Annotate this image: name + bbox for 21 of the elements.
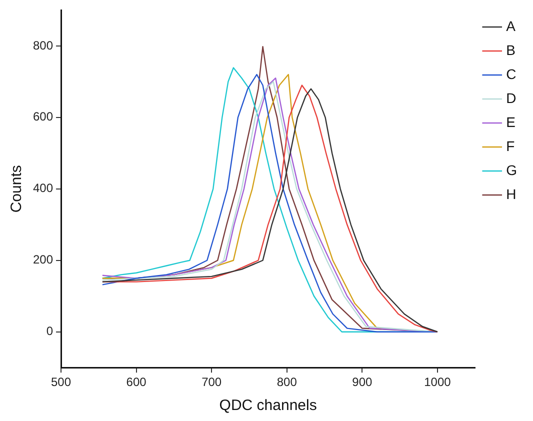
y-axis-title: Counts [8,165,26,213]
y-tick-label: 200 [32,252,54,267]
legend-label: C [506,66,516,82]
x-tick-label: 800 [276,375,298,390]
y-tick-label: 400 [32,181,54,196]
legend-label: G [506,162,517,178]
legend-label: H [506,186,516,202]
x-tick-label: 500 [51,375,72,390]
x-tick-label: 600 [126,375,147,390]
x-tick-label: 900 [352,375,373,390]
y-tick-label: 800 [32,38,54,52]
legend-label: D [506,90,516,106]
y-tick-label: 600 [32,110,54,124]
legend-label: F [506,138,515,154]
legend-label: E [506,114,516,130]
y-tick-label: 0 [46,324,54,338]
x-tick-label: 700 [202,375,222,390]
legend-label: A [506,18,516,34]
x-tick-label: 1000 [424,375,452,390]
x-axis-title: QDC channels [219,397,317,414]
legend-label: B [506,42,516,58]
